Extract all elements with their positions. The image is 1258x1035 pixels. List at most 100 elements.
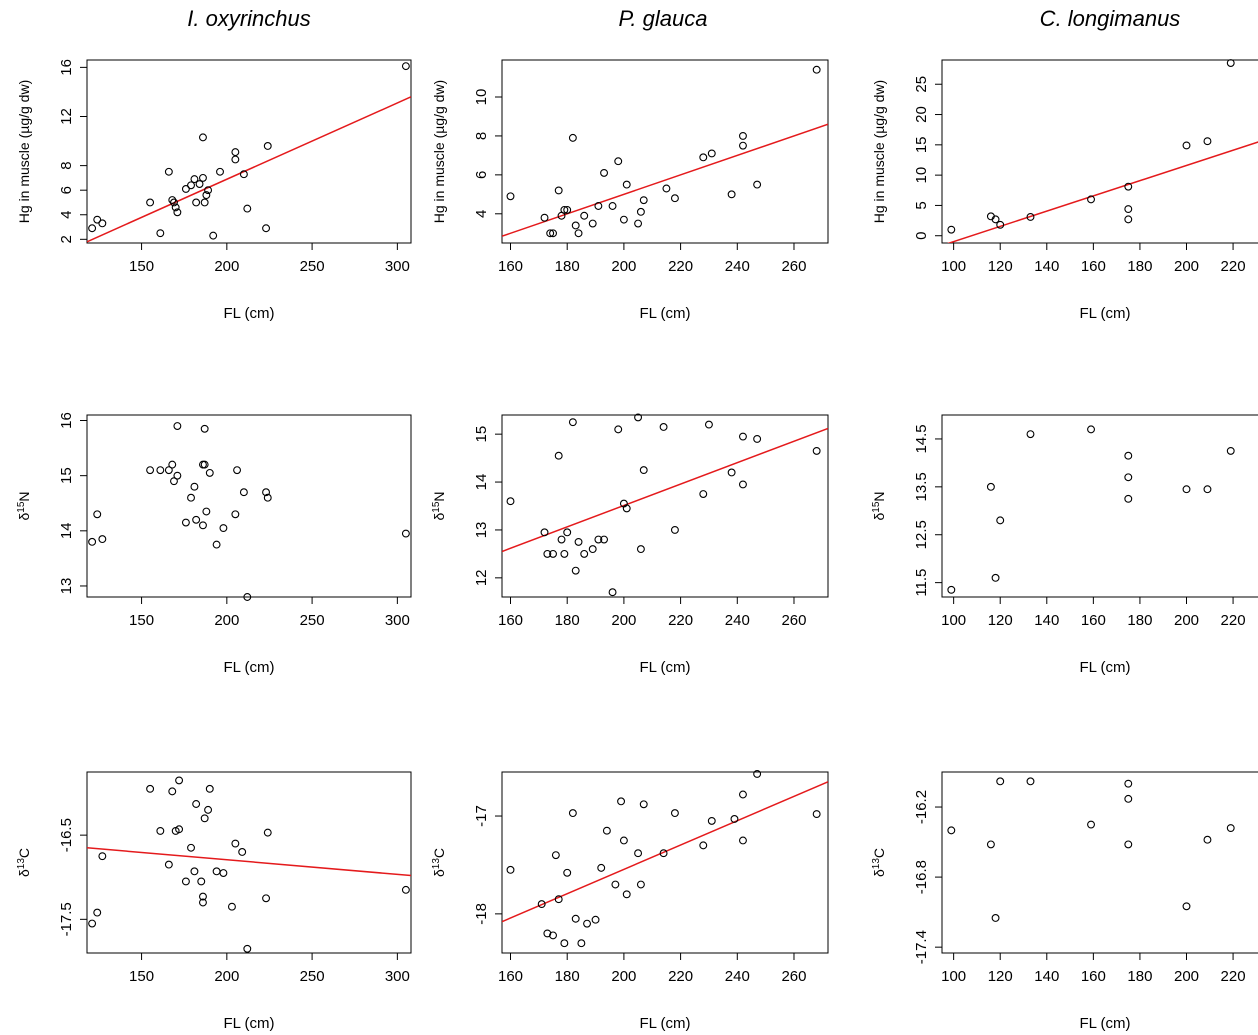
- panel-hg-glauca: 160 180 200 220 240 260 4 6 8 10 FL (cm) Hg in musc…: [431, 59, 829, 322]
- data-point: [947, 225, 956, 234]
- y-tick-label: 8: [473, 132, 490, 140]
- x-tick-label: 260: [781, 612, 806, 629]
- x-axis-label: FL (cm): [639, 659, 690, 676]
- data-point: [168, 196, 177, 204]
- data-point: [199, 892, 207, 901]
- data-point: [173, 208, 182, 217]
- data-point: [239, 170, 248, 179]
- data-point: [543, 929, 552, 938]
- data-point: [263, 142, 272, 150]
- data-point: [219, 869, 228, 877]
- data-point: [1124, 779, 1133, 788]
- data-point: [996, 777, 1005, 786]
- data-point: [233, 466, 242, 475]
- x-axis-label: FL (cm): [223, 659, 274, 676]
- x-tick-label: 220: [1221, 968, 1246, 985]
- panel-hg-oxyrinchus: 150 200 250 300 2 4 6 8 12 16 FL (cm) Hg in muscle …: [16, 59, 412, 322]
- x-tick-label: 220: [668, 612, 693, 629]
- data-point: [227, 902, 236, 911]
- data-point: [540, 528, 549, 537]
- panel-hg-longimanus: 100 120 140 160 180 200 220 0 5 10 15 20 25 FL (cm) Hg…: [871, 59, 1258, 322]
- x-tick-label: 200: [214, 258, 239, 275]
- data-point: [636, 545, 645, 554]
- x-tick-label: 220: [668, 968, 693, 985]
- data-point: [812, 446, 821, 455]
- column-title-longimanus: C. longimanus: [1039, 6, 1181, 31]
- data-point: [173, 471, 182, 480]
- y-tick-label: 0: [913, 232, 930, 240]
- data-point: [205, 784, 214, 793]
- data-point: [549, 549, 557, 558]
- y-tick-label: -18: [473, 903, 490, 925]
- data-point: [190, 175, 199, 184]
- x-axis-label: FL (cm): [223, 1015, 274, 1032]
- y-tick-label: 16: [58, 412, 75, 429]
- data-point: [243, 944, 252, 953]
- data-point: [212, 540, 221, 549]
- data-point: [175, 825, 184, 834]
- data-point: [986, 840, 995, 849]
- data-point: [164, 466, 173, 475]
- panel-d13c-longimanus: 100 120 140 160 180 200 220 -17.4 -16.8 -16.2 FL (…: [871, 771, 1258, 1032]
- data-point: [1124, 494, 1133, 503]
- plot-frame: [86, 414, 412, 598]
- data-point: [583, 919, 591, 928]
- data-point: [1026, 212, 1035, 221]
- data-point: [591, 915, 600, 924]
- data-point: [812, 65, 821, 74]
- y-tick-label: 10: [913, 167, 930, 184]
- panel-d15n-glauca: 160 180 200 220 240 260 12 13 14 15 FL (cm) δ15N: [431, 413, 829, 676]
- data-point: [219, 524, 228, 533]
- data-point: [1203, 485, 1212, 494]
- data-point: [551, 851, 560, 860]
- data-point: [580, 211, 589, 220]
- data-point: [602, 826, 611, 835]
- data-point: [753, 434, 762, 443]
- x-tick-label: 200: [611, 258, 636, 275]
- data-point: [549, 931, 557, 940]
- data-point: [263, 493, 272, 502]
- data-point: [554, 451, 563, 460]
- x-axis-label: FL (cm): [1079, 659, 1130, 676]
- data-point: [506, 865, 515, 874]
- data-point: [622, 890, 631, 899]
- data-point: [187, 843, 195, 852]
- panel-d15n-oxyrinchus: 150 200 250 300 13 14 15 16 FL (cm) δ15N: [16, 412, 412, 676]
- x-tick-label: 300: [385, 968, 410, 985]
- data-point: [594, 535, 603, 544]
- data-point: [197, 877, 206, 886]
- data-point: [200, 198, 209, 207]
- data-point: [568, 809, 577, 818]
- data-point: [1203, 137, 1212, 146]
- data-point: [597, 863, 606, 872]
- x-tick-label: 120: [988, 258, 1013, 275]
- x-tick-label: 240: [725, 968, 750, 985]
- data-point: [659, 423, 668, 431]
- x-axis-label: FL (cm): [639, 305, 690, 322]
- y-tick-label: 14: [58, 522, 75, 539]
- data-point: [1124, 840, 1133, 849]
- data-point: [98, 852, 107, 861]
- data-point: [88, 224, 97, 233]
- data-point: [622, 504, 631, 513]
- data-point: [571, 914, 580, 923]
- data-point: [568, 418, 577, 427]
- data-point: [577, 939, 586, 948]
- plot-frame: [501, 414, 829, 598]
- data-point: [175, 776, 184, 785]
- x-tick-label: 220: [1221, 258, 1246, 275]
- data-point: [699, 153, 708, 162]
- x-tick-label: 140: [1034, 258, 1059, 275]
- data-point: [996, 220, 1005, 229]
- x-axis-label: FL (cm): [223, 305, 274, 322]
- data-point: [1226, 824, 1235, 833]
- data-point: [996, 516, 1005, 525]
- data-point: [146, 466, 155, 475]
- x-tick-label: 160: [1081, 968, 1106, 985]
- data-point: [730, 815, 739, 823]
- data-point: [164, 167, 173, 176]
- y-tick-label: 12.5: [913, 520, 930, 549]
- data-point: [636, 207, 645, 216]
- data-point: [93, 215, 102, 224]
